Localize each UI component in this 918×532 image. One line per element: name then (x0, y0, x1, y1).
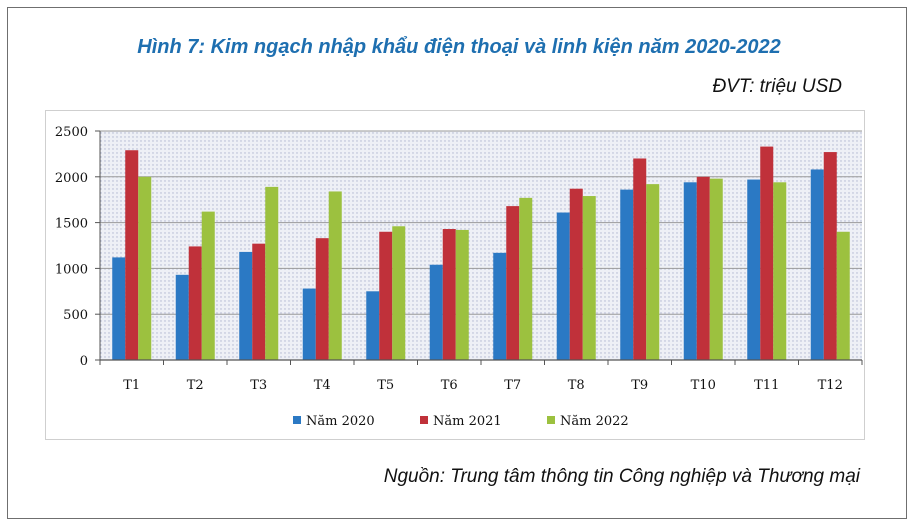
legend-label: Năm 2021 (433, 414, 502, 429)
bar-1-T9 (620, 189, 634, 360)
bar-2-T1 (125, 150, 139, 360)
bar-2-T10 (696, 176, 710, 360)
x-tick-label: T10 (691, 378, 716, 393)
bar-1-T2 (175, 274, 189, 360)
x-tick-label: T5 (377, 378, 394, 393)
bar-3-T2 (201, 211, 215, 360)
bar-1-T6 (429, 264, 443, 360)
bars (112, 146, 850, 360)
x-tick-label: T4 (314, 378, 331, 393)
bar-3-T12 (836, 231, 850, 360)
bar-3-T7 (519, 197, 533, 360)
bar-1-T8 (556, 212, 570, 360)
bar-2-T11 (760, 146, 774, 360)
bar-3-T5 (392, 226, 406, 360)
bar-1-T3 (239, 251, 253, 360)
x-tick-label: T2 (187, 378, 204, 393)
source-note: Nguồn: Trung tâm thông tin Công nghiệp v… (383, 466, 860, 487)
bar-3-T8 (582, 196, 596, 360)
bar-2-T8 (569, 188, 583, 360)
y-tick-label: 0 (80, 354, 88, 369)
figure-frame (7, 7, 907, 519)
figure-title: Hình 7: Kim ngạch nhập khẩu điện thoại v… (137, 36, 781, 58)
bar-2-T12 (823, 152, 837, 360)
bar-1-T1 (112, 257, 126, 360)
bar-3-T10 (709, 178, 723, 360)
bar-3-T11 (773, 182, 787, 360)
x-tick-label: T7 (504, 378, 521, 393)
y-tick-label: 1000 (55, 262, 88, 277)
y-tick-label: 1500 (55, 217, 88, 232)
bar-2-T5 (379, 231, 393, 360)
chart-area (45, 110, 865, 440)
bar-1-T10 (683, 182, 697, 360)
legend-swatch-1 (293, 416, 301, 424)
y-tick-label: 500 (63, 308, 88, 323)
x-tick-label: T1 (123, 378, 140, 393)
plot-background (100, 131, 862, 360)
bar-2-T4 (315, 238, 329, 360)
legend: Năm 2020 Năm 2021 Năm 2022 (293, 414, 629, 429)
y-tick-label: 2500 (55, 125, 88, 140)
unit-label: ĐVT: triệu USD (712, 76, 842, 97)
x-tick-label: T6 (441, 378, 458, 393)
bar-3-T6 (455, 229, 469, 360)
y-tick-label: 2000 (55, 171, 88, 186)
bar-1-T4 (302, 288, 316, 360)
bar-2-T6 (442, 229, 456, 360)
bar-1-T7 (493, 252, 507, 360)
bar-3-T9 (646, 184, 660, 360)
legend-label: Năm 2022 (560, 414, 629, 429)
bar-3-T3 (265, 186, 279, 360)
bar-2-T7 (506, 206, 520, 360)
legend-swatch-2 (420, 416, 428, 424)
bar-1-T12 (810, 169, 824, 360)
legend-label: Năm 2020 (306, 414, 375, 429)
x-tick-label: T11 (754, 378, 779, 393)
bar-2-T9 (633, 158, 647, 360)
legend-swatch-3 (547, 416, 555, 424)
y-axis: 0 500 1000 1500 2000 2500 (55, 125, 101, 369)
bar-1-T11 (747, 179, 761, 360)
x-axis: T1 T2 T3 T4 T5 T6 T7 T8 T9 T10 T11 T12 (99, 359, 863, 393)
x-tick-label: T9 (631, 378, 648, 393)
x-tick-label: T12 (818, 378, 843, 393)
bar-3-T1 (138, 176, 152, 360)
gridlines (100, 130, 862, 315)
x-tick-label: T3 (250, 378, 267, 393)
x-tick-label: T8 (568, 378, 585, 393)
bar-2-T3 (252, 243, 266, 360)
bar-1-T5 (366, 291, 380, 360)
bar-2-T2 (188, 246, 202, 360)
bar-3-T4 (328, 191, 342, 360)
